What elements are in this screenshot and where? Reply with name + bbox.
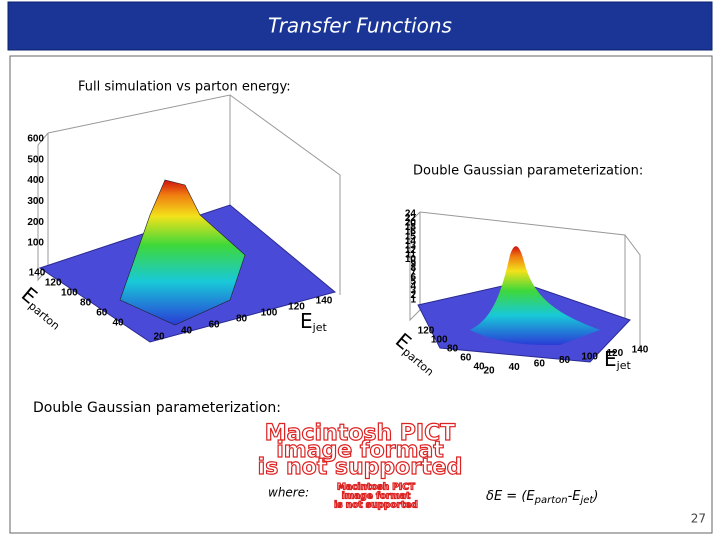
tick-label: 400 (27, 175, 44, 186)
tick-label: 11 (405, 249, 416, 260)
tick-label: 22 (405, 213, 417, 224)
pict-text: is not supported (334, 501, 418, 511)
axis-label: Ejet (604, 347, 631, 373)
page-number: 27 (691, 512, 706, 526)
tick-label: 120 (418, 326, 435, 337)
axis-label-sub: jet (312, 321, 328, 334)
pict-text: image format (276, 438, 444, 463)
tick-label: 600 (27, 134, 44, 145)
tick-label: 140 (316, 296, 333, 307)
tick-label: 80 (447, 344, 459, 355)
subtitle: Full simulation vs parton energy: (78, 80, 291, 95)
formula-part: -E (568, 489, 582, 504)
tick-label: 5 (410, 277, 416, 288)
tick-label: 8 (410, 263, 416, 274)
pict-text: is not supported (258, 455, 463, 480)
tick-label: 120 (606, 348, 623, 359)
pict-text: Macintosh PICT (337, 483, 416, 493)
tick-label: 6 (410, 272, 416, 283)
where-label: where: (268, 486, 309, 500)
tick-label: 500 (27, 154, 44, 165)
tick-label: 20 (153, 332, 165, 343)
tick-label: 14 (405, 236, 417, 247)
tick-label: 100 (581, 352, 598, 363)
tick-label: 18 (405, 222, 417, 233)
section-heading: Double Gaussian parameterization: (33, 400, 281, 416)
tick-label: 40 (473, 362, 485, 373)
tick-label: 60 (534, 359, 546, 370)
plot-2 (409, 211, 641, 363)
formula: δE = (Eparton-Ejet) (486, 489, 598, 507)
tick-label: 12 (405, 245, 417, 256)
tick-label: 60 (460, 353, 472, 364)
tick-label: 4 (410, 281, 416, 292)
axis-label-main: E (604, 347, 617, 371)
pict-small: Macintosh PICT image format is not suppo… (334, 482, 419, 511)
content-frame (9, 55, 713, 534)
axis-label-sub: parton (400, 345, 436, 378)
formula-part: ) (592, 489, 598, 504)
pict-text: Macintosh PICT (265, 421, 456, 446)
axis-label: Ejet (300, 309, 327, 335)
tick-label: 60 (96, 308, 108, 319)
pict-large: Macintosh PICT image format is not suppo… (257, 420, 463, 480)
tick-label: 2 (410, 290, 416, 301)
tick-label: 80 (236, 314, 248, 325)
tick-label: 300 (27, 196, 44, 207)
tick-label: 100 (61, 288, 78, 299)
axis-label-main: E (300, 309, 313, 333)
tick-label: 40 (112, 318, 124, 329)
tick-label: 9 (410, 258, 416, 269)
tick-label: 7 (410, 267, 416, 278)
formula-sub: parton (534, 495, 568, 506)
tick-label: 15 (405, 231, 417, 242)
tick-label: 40 (509, 362, 521, 373)
tick-label: 16 (405, 227, 417, 238)
tick-label: 120 (45, 278, 62, 289)
tick-label: 140 (29, 268, 46, 279)
axis-label-sub: jet (616, 359, 632, 372)
plot-1 (37, 94, 341, 343)
plot-2-caption: Double Gaussian parameterization: (413, 164, 643, 179)
tick-label: 80 (80, 298, 92, 309)
axis-label-sub: parton (26, 299, 62, 332)
tick-label: 1 (410, 295, 416, 306)
formula-part: δE = (E (486, 489, 535, 504)
formula-sub: jet (579, 495, 595, 506)
tick-label: 20 (483, 366, 495, 377)
tick-label: 13 (405, 240, 417, 251)
tick-label: 20 (405, 218, 417, 229)
tick-label: 60 (208, 320, 220, 331)
tick-label: 120 (288, 302, 305, 313)
tick-label: 200 (27, 217, 44, 228)
tick-label: 100 (27, 238, 44, 249)
tick-label: 10 (405, 254, 417, 265)
tick-label: 24 (405, 209, 417, 220)
slide-title: Transfer Functions (268, 14, 452, 38)
pict-text: image format (342, 492, 411, 502)
tick-label: 100 (261, 308, 278, 319)
tick-label: 40 (181, 326, 193, 337)
tick-label: 80 (559, 355, 571, 366)
title-bar (7, 1, 713, 51)
tick-label: 3 (410, 286, 416, 297)
tick-label: 100 (431, 335, 448, 346)
tick-label: 140 (632, 345, 649, 356)
